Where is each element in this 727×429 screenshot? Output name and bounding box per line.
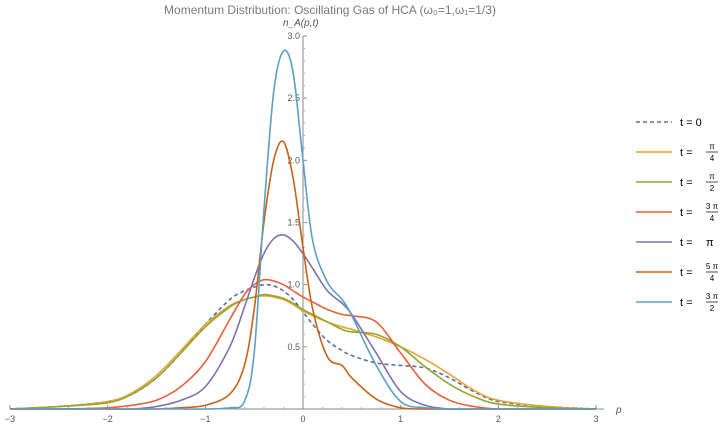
legend-symbol-4: π — [706, 237, 714, 249]
series-line-6 — [10, 49, 596, 410]
legend-numerator-6: 3 π — [706, 292, 719, 301]
series-layer — [9, 49, 597, 411]
legend-label-4: t = — [680, 237, 693, 249]
series-line-1 — [9, 295, 597, 410]
y-tick-label: 2.0 — [287, 155, 300, 165]
x-tick-label: 2 — [496, 414, 501, 424]
legend-label-3: t = — [680, 207, 693, 219]
y-tick-label: 0.5 — [287, 342, 300, 352]
y-tick-label: 1.5 — [287, 218, 300, 228]
legend-numerator-3: 3 π — [706, 202, 719, 211]
y-tick-label: 2.5 — [287, 93, 300, 103]
x-tick-label: −1 — [200, 414, 210, 424]
x-axis-label: p — [615, 405, 622, 416]
legend-denominator-5: 4 — [710, 274, 715, 283]
y-axis-label: n_A(p,t) — [283, 18, 319, 29]
legend-label-1: t = — [680, 147, 693, 159]
legend: t = 0 t = π 4 t = π 2 t = 3 π 4 t = π t = 5 π 4 t = 3 π 2 — [636, 117, 719, 313]
legend-numerator-5: 5 π — [706, 262, 719, 271]
y-tick-label: 1.0 — [287, 280, 300, 290]
x-tick-label: −3 — [5, 414, 15, 424]
series-line-3 — [9, 278, 596, 410]
series-line-2 — [9, 293, 597, 410]
legend-denominator-3: 4 — [710, 214, 715, 223]
y-tick-label: 3.0 — [287, 31, 300, 41]
x-tick-label: 3 — [593, 414, 598, 424]
legend-numerator-1: π — [709, 142, 715, 151]
legend-numerator-2: π — [709, 172, 715, 181]
legend-label-2: t = — [680, 177, 693, 189]
x-tick-label: 0 — [300, 414, 305, 424]
x-tick-label: −2 — [103, 414, 113, 424]
axes: −3 −2 −1 0 1 2 3 p 0.5 1.0 1.5 2.0 2.5 3.0 n_A(p,t) — [5, 18, 622, 424]
legend-label-0: t = 0 — [680, 117, 702, 129]
chart-title: Momentum Distribution: Oscillating Gas o… — [164, 3, 496, 17]
legend-denominator-1: 4 — [710, 154, 715, 163]
legend-denominator-2: 2 — [710, 184, 715, 193]
legend-label-5: t = — [680, 267, 693, 279]
legend-label-6: t = — [680, 297, 693, 309]
legend-denominator-6: 2 — [710, 304, 715, 313]
x-tick-label: 1 — [398, 414, 403, 424]
